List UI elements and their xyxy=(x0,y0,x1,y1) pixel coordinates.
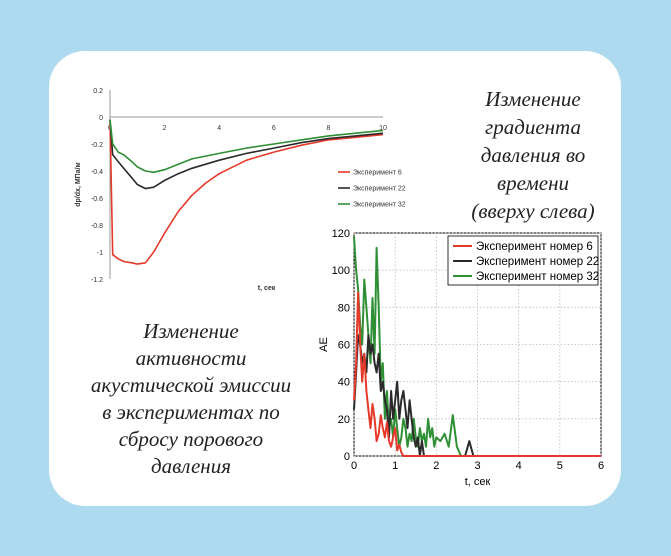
series-line-3 xyxy=(353,236,601,457)
y-tick-label: -0.6 xyxy=(91,196,103,203)
y-tick-label: 20 xyxy=(338,414,350,426)
x-axis-label: t, сек xyxy=(258,285,276,292)
x-tick-label: 1 xyxy=(392,460,398,472)
y-tick-label: 100 xyxy=(332,265,350,277)
y-tick-label: 0.2 xyxy=(93,88,103,95)
caption-pressure-gradient: Изменение градиента давления во времени … xyxy=(471,87,595,223)
legend-label: Эксперимент номер 32 xyxy=(476,271,599,283)
y-axis-label: AE xyxy=(318,337,330,352)
y-tick-label: -1.2 xyxy=(91,277,103,284)
x-tick-label: 6 xyxy=(598,460,604,472)
x-tick-label: 2 xyxy=(433,460,439,472)
y-tick-label: 60 xyxy=(338,340,350,352)
y-tick-label: -1 xyxy=(97,250,103,257)
series-line-2 xyxy=(109,119,384,190)
x-tick-label: 4 xyxy=(217,125,221,132)
x-tick-label: 8 xyxy=(326,125,330,132)
legend-label: Эксперимент 6 xyxy=(353,170,402,177)
legend-box xyxy=(447,235,599,286)
x-tick-label: 3 xyxy=(474,460,480,472)
y-tick-label: 120 xyxy=(332,228,350,240)
y-tick-label: 0 xyxy=(344,451,350,463)
legend-label: Эксперимент номер 6 xyxy=(476,241,593,253)
series-line-1 xyxy=(353,291,601,457)
x-tick-label: 4 xyxy=(516,460,522,472)
x-tick-label: 2 xyxy=(163,125,167,132)
x-tick-label: 6 xyxy=(272,125,276,132)
y-tick-label: 40 xyxy=(338,377,350,389)
y-tick-label: -0.4 xyxy=(91,169,103,176)
x-tick-label: 10 xyxy=(379,125,387,132)
y-tick-label: 80 xyxy=(338,302,350,314)
legend-label: Эксперимент 32 xyxy=(353,202,406,209)
y-tick-label: -0.8 xyxy=(91,223,103,230)
x-axis-label: t, сек xyxy=(465,476,491,488)
y-tick-label: 0 xyxy=(99,115,103,122)
y-axis-label: dp/dx, МПа/м xyxy=(75,162,82,206)
legend-label: Эксперимент 22 xyxy=(353,186,406,193)
x-tick-label: 0 xyxy=(351,460,357,472)
legend-label: Эксперимент номер 22 xyxy=(476,256,599,268)
series-line-1 xyxy=(109,119,384,265)
caption-acoustic-emission: Изменение активности акустической эмисси… xyxy=(90,319,292,478)
series-line-3 xyxy=(109,119,384,174)
x-tick-label: 5 xyxy=(557,460,563,472)
y-tick-label: -0.2 xyxy=(91,142,103,149)
